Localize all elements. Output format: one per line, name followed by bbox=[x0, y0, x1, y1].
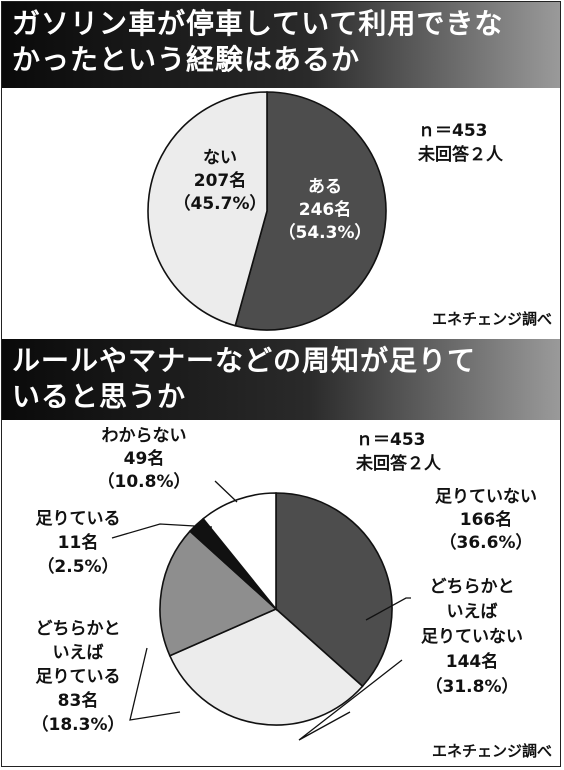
chart2-source: エネチェンジ調べ bbox=[432, 742, 552, 760]
chart2-slice-0 bbox=[275, 492, 393, 688]
chart2-sample-size: ｎ＝453 未回答２人 bbox=[355, 430, 442, 474]
chart2-leader-dochira-tarinai bbox=[298, 659, 403, 741]
chart2-pie: 足りていない 166名（36.6%） どちらかといえば足りていない 144名（31.8… bbox=[32, 426, 552, 760]
chart1-header-line1: ガソリン車が停車していて利用できな bbox=[12, 7, 504, 40]
chart2-label-dochira-tarinai: どちらかといえば足りていない 144名（31.8%） bbox=[421, 577, 523, 697]
chart2-leader-tarinai bbox=[365, 597, 411, 621]
chart1-panel: ある 246名（54.3%） ない 207名（45.7%） ｎ＝453 未回答２人エネチェ… bbox=[2, 88, 560, 339]
chart1-source: エネチェンジ調べ bbox=[432, 310, 552, 328]
chart1-header-line2: かったという経験はあるか bbox=[12, 43, 361, 76]
chart1-sample-size: ｎ＝453 未回答２人 bbox=[417, 121, 504, 165]
chart1-slice-0 bbox=[234, 91, 387, 331]
chart2-leader-tariteiru bbox=[111, 523, 213, 539]
chart2-leader-dochira-tariteiru bbox=[129, 647, 181, 721]
chart2-leader-wakaranai bbox=[214, 480, 238, 503]
chart1-label-aru: ある 246名（54.3%） bbox=[279, 177, 372, 243]
chart2-panel: 足りていない 166名（36.6%） どちらかといえば足りていない 144名（31.8… bbox=[2, 420, 560, 768]
chart2-header: ルールやマナーなどの周知が足りて いると思うか bbox=[2, 339, 560, 420]
chart2-slice-1 bbox=[168, 608, 364, 726]
chart1-header: ガソリン車が停車していて利用できな かったという経験はあるか bbox=[2, 2, 560, 88]
chart2-label-tarinai: 足りていない 166名（36.6%） bbox=[435, 487, 537, 553]
chart1-label-nai: ない 207名（45.7%） bbox=[174, 148, 267, 214]
chart2-slice-2 bbox=[159, 530, 278, 657]
chart2-header-line1: ルールやマナーなどの周知が足りて bbox=[12, 344, 477, 377]
chart1-slice-1 bbox=[147, 91, 268, 327]
chart1-pie: ある 246名（54.3%）ない 207名（45.7%） ｎ＝453 未回答２人エネチェ… bbox=[147, 91, 552, 331]
chart2-label-tariteiru: 足りている 11名（2.5%） bbox=[36, 509, 121, 577]
chart2-label-dochira-tariteiru: どちらかといえば足りている 83名（18.3%） bbox=[32, 619, 125, 735]
chart2-header-line2: いると思うか bbox=[12, 380, 187, 413]
chart2-slice-4 bbox=[202, 492, 277, 612]
chart2-label-wakaranai: わからない 49名（10.8%） bbox=[98, 426, 191, 492]
